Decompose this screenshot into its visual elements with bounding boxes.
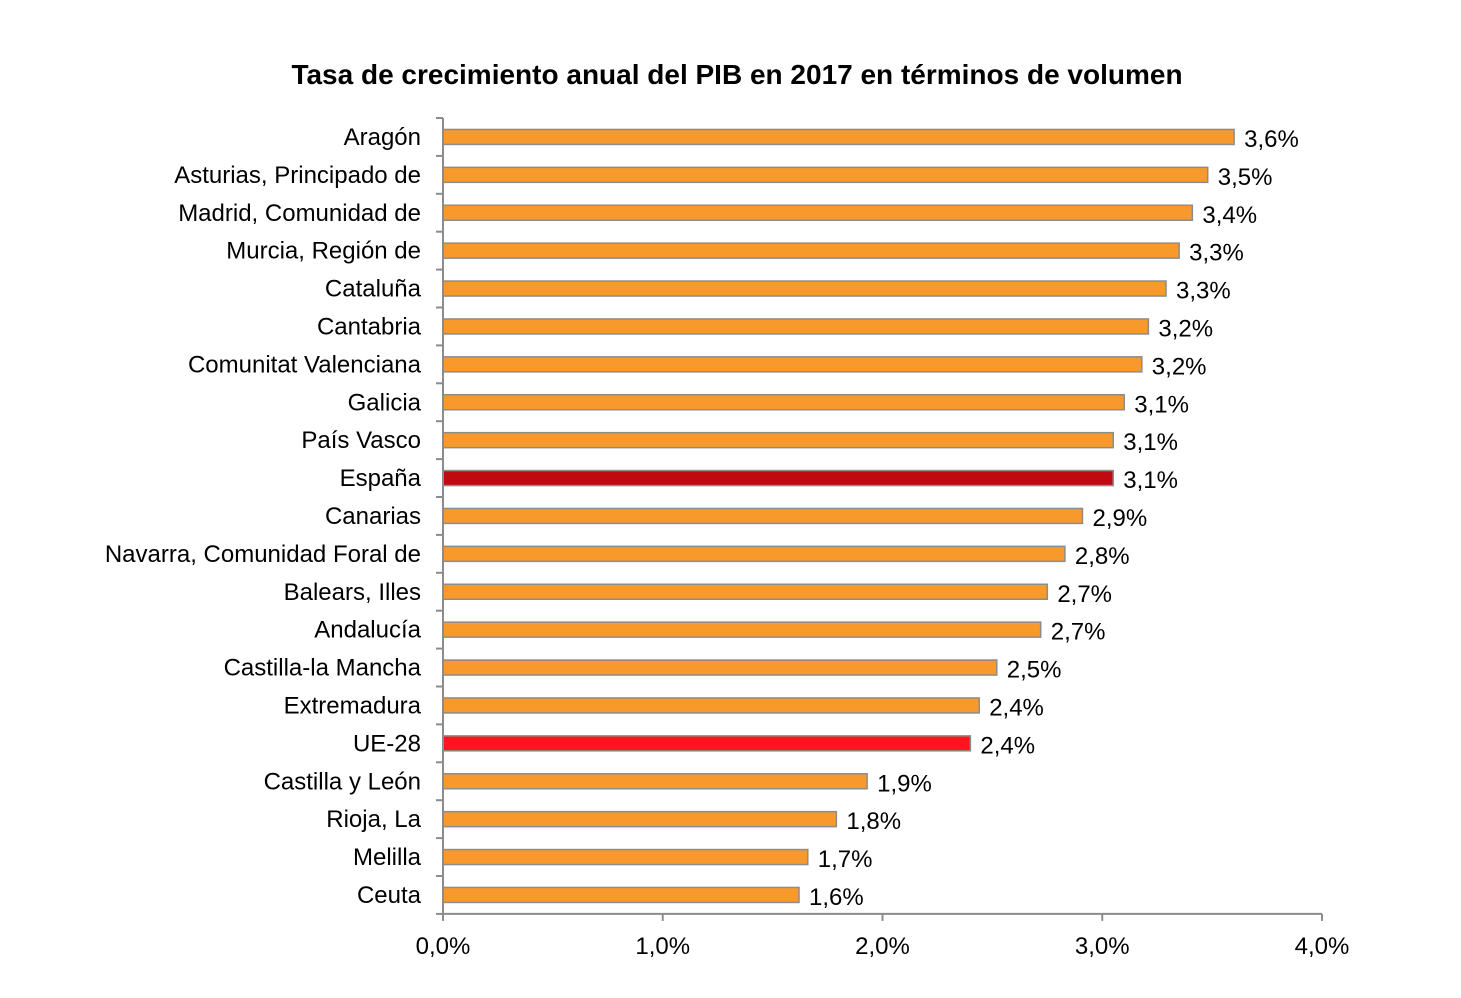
category-label: Galicia (348, 389, 422, 416)
category-label: Comunitat Valenciana (188, 351, 422, 378)
bar (442, 507, 1084, 525)
bar (442, 583, 1049, 600)
x-tick-label: 0,0% (416, 933, 471, 960)
category-label: Castilla y León (264, 768, 421, 795)
bar (442, 356, 1143, 373)
data-label: 2,4% (989, 694, 1044, 721)
category-label: Melilla (353, 844, 422, 871)
bar (442, 735, 972, 752)
data-label: 1,6% (809, 884, 864, 911)
bar (442, 204, 1194, 221)
data-label: 2,7% (1057, 581, 1112, 608)
bar (442, 621, 1042, 638)
bar (442, 469, 1114, 487)
bar (442, 773, 868, 790)
data-label: 2,9% (1092, 505, 1147, 532)
data-label: 3,3% (1176, 278, 1231, 305)
category-label: Navarra, Comunidad Foral de (105, 541, 421, 568)
x-tick-label: 4,0% (1295, 933, 1350, 960)
bar (442, 848, 809, 866)
bar (442, 886, 800, 904)
data-label: 1,7% (818, 846, 873, 873)
x-tick-label: 1,0% (635, 933, 690, 960)
data-label: 2,4% (980, 732, 1035, 759)
category-label: Rioja, La (326, 806, 421, 833)
bar (442, 394, 1125, 411)
x-tick-label: 3,0% (1075, 933, 1130, 960)
bar (442, 659, 998, 676)
chart-title: Tasa de crecimiento anual del PIB en 201… (291, 59, 1182, 90)
category-label: Canarias (325, 503, 421, 530)
bar (442, 318, 1150, 335)
data-label: 3,4% (1202, 202, 1257, 229)
data-label: 2,5% (1007, 657, 1062, 684)
category-label: Cataluña (325, 276, 422, 303)
bar (442, 810, 838, 828)
data-label: 3,3% (1189, 240, 1244, 267)
data-label: 3,1% (1123, 467, 1178, 494)
category-label: Ceuta (357, 882, 422, 909)
category-label: Balears, Illes (284, 579, 421, 606)
category-label: Castilla-la Mancha (224, 655, 422, 682)
bar (442, 242, 1180, 259)
category-label: Cantabria (317, 313, 422, 340)
data-label: 3,1% (1134, 391, 1189, 418)
category-label: UE-28 (353, 730, 421, 757)
category-label: Murcia, Región de (226, 238, 421, 265)
category-label: Aragón (344, 124, 421, 151)
data-label: 1,9% (877, 770, 932, 797)
category-label: País Vasco (301, 427, 421, 454)
bar (442, 128, 1235, 146)
x-tick-label: 2,0% (855, 933, 910, 960)
data-label: 2,7% (1051, 619, 1106, 646)
bar (442, 166, 1209, 184)
bar (442, 280, 1167, 297)
data-label: 3,5% (1218, 164, 1273, 191)
category-label: Extremadura (284, 692, 422, 719)
data-label: 1,8% (846, 808, 901, 835)
bar (442, 697, 980, 714)
data-label: 3,6% (1244, 126, 1299, 153)
bar (442, 545, 1066, 563)
data-label: 3,2% (1158, 315, 1213, 342)
data-label: 3,1% (1123, 429, 1178, 456)
category-label: Andalucía (314, 617, 421, 644)
category-label: Asturias, Principado de (174, 162, 421, 189)
category-label: España (340, 465, 422, 492)
bar (442, 431, 1114, 449)
category-label: Madrid, Comunidad de (178, 200, 421, 227)
data-label: 2,8% (1075, 543, 1130, 570)
data-label: 3,2% (1152, 353, 1207, 380)
